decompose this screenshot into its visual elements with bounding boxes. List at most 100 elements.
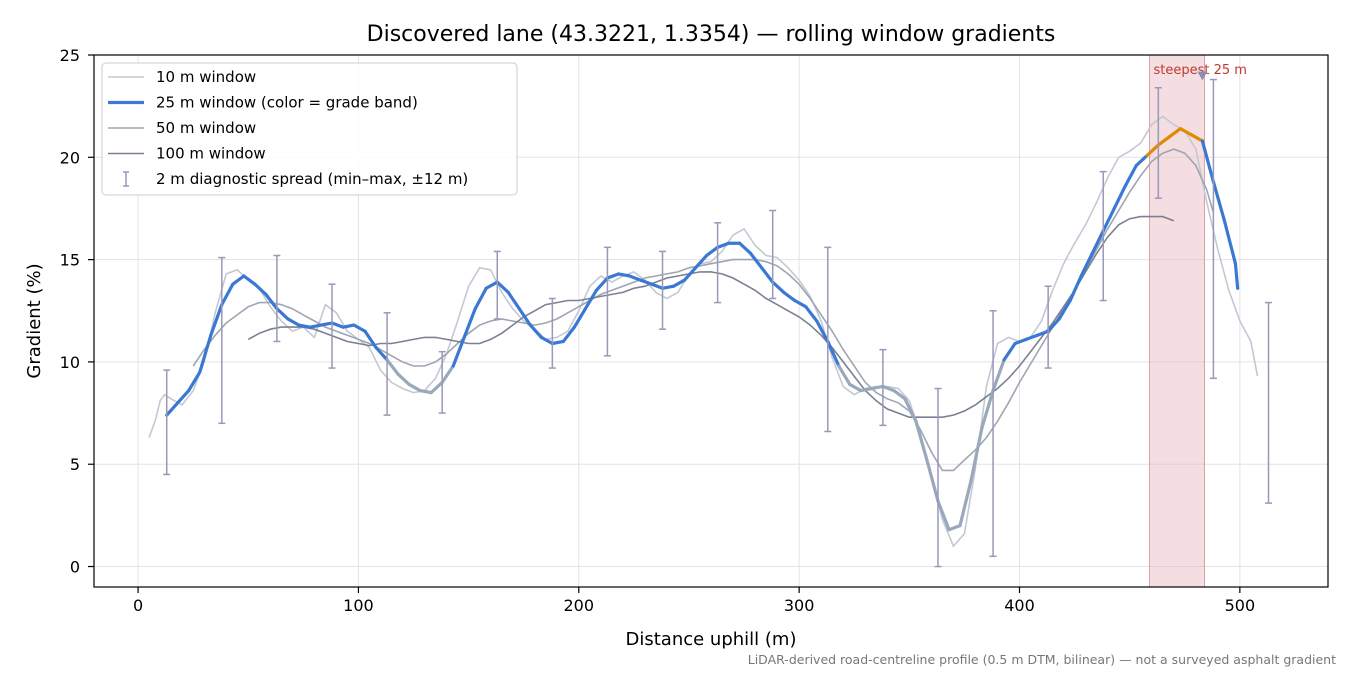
series-25m-segment [649, 282, 665, 290]
series-25m-segment [539, 335, 554, 346]
series-25m-segment [1046, 317, 1061, 333]
series-25m-segment [451, 335, 466, 368]
x-tick-label: 100 [343, 596, 374, 615]
series-25m-segment [826, 339, 841, 368]
series-25m-segment [308, 323, 323, 329]
series-25m-segment [693, 253, 709, 270]
x-tick-label: 400 [1004, 596, 1035, 615]
series-25m-segment [462, 307, 477, 339]
series-25m-segment [958, 479, 973, 528]
series-25m-segment [264, 292, 279, 311]
series-25m-segment [815, 319, 830, 344]
series-25m-segment [682, 266, 698, 282]
series-25m-segment [671, 278, 687, 288]
series-25m-segment [319, 321, 334, 327]
series-25m-segment [209, 303, 224, 337]
series-25m-segment [969, 425, 984, 483]
axes-frame [93, 54, 1329, 588]
series-25m-segment [616, 272, 632, 278]
series-25m-segment [1189, 133, 1204, 143]
series-25m-segment [1233, 262, 1240, 290]
series-25m-segment [760, 266, 775, 284]
series-25m-segment [484, 280, 499, 290]
legend-diag-label: 2 m diagnostic spread (min–max, ±12 m) [156, 170, 468, 188]
series-25m-segment [660, 284, 676, 290]
series-25m-segment [176, 388, 191, 405]
series-25m-segment [220, 282, 235, 307]
series-25m-segment [385, 358, 400, 376]
series-25m-segment [903, 397, 918, 423]
series-100m-line [247, 215, 1175, 419]
x-tick-label: 0 [133, 596, 143, 615]
series-25m-segment [892, 388, 907, 401]
series-25m-segment [1079, 251, 1094, 278]
series-25m-segment [429, 380, 444, 395]
series-25m-segment [561, 325, 576, 344]
y-tick-label: 15 [60, 251, 80, 270]
series-25m-segment [1211, 180, 1227, 223]
series-25m-segment [187, 370, 202, 393]
footnote: LiDAR-derived road-centreline profile (0… [748, 652, 1336, 667]
series-25m-segment [1068, 274, 1083, 303]
series-25m-segment [738, 241, 753, 256]
y-tick-label: 20 [60, 148, 80, 167]
y-tick-label: 10 [60, 353, 80, 372]
x-tick-label: 200 [564, 596, 595, 615]
series-25m-segment [1101, 206, 1116, 233]
series-50m-line [192, 148, 1215, 472]
series-25m-segment [605, 272, 621, 280]
series-25m-segment [231, 274, 246, 286]
steepest-label: steepest 25 m [1154, 63, 1247, 78]
series-25m-segment [594, 276, 610, 292]
series-25m-segment [407, 382, 422, 393]
series-25m-segment [881, 384, 896, 393]
series-25m-segment [473, 286, 488, 311]
series-25m-segment [870, 384, 885, 391]
series-25m-segment [1145, 143, 1160, 157]
series-25m-segment [1002, 341, 1017, 362]
legend-50m-label: 50 m window [156, 119, 256, 137]
series-25m-segment [936, 499, 951, 532]
series-25m-segment [330, 321, 345, 329]
series-25m-segment [804, 305, 819, 323]
series-25m-segment [782, 290, 797, 303]
series-25m-segment [638, 278, 654, 286]
series-25m-segment [528, 323, 543, 339]
series-25m-segment [1200, 139, 1216, 184]
x-tick-label: 300 [784, 596, 815, 615]
series-25m-segment [275, 307, 290, 321]
series-25m-segment [495, 280, 510, 294]
series-25m-segment [297, 323, 312, 329]
legend: 10 m window 25 m window (color = grade ba… [101, 62, 518, 196]
series-25m-segment [286, 317, 301, 327]
series-25m-segment [1035, 329, 1050, 337]
series-25m-segment [165, 401, 180, 417]
series-25m-segment [440, 364, 455, 384]
series-25m-segment [550, 339, 565, 346]
series-25m-segment [749, 251, 764, 270]
series-25m-segment [242, 274, 257, 286]
series-25m-segment [704, 245, 720, 258]
series-25m-segment [914, 419, 929, 462]
legend-25m-label: 25 m window (color = grade band) [156, 94, 418, 112]
series-25m-segment [341, 323, 356, 329]
series-25m-segment [253, 282, 268, 296]
series-25m-segment [352, 323, 367, 333]
series-25m-segment [1123, 163, 1138, 188]
series-25m-segment [980, 388, 995, 429]
series-25m-segment [418, 388, 433, 395]
series-25m-segment [1167, 127, 1182, 139]
y-tick-label: 25 [60, 46, 80, 65]
chart-title: Discovered lane (43.3221, 1.3354) — roll… [367, 22, 1056, 47]
series-25m-segment [396, 372, 411, 387]
legend-box [101, 62, 518, 196]
series-25m-segment [848, 382, 863, 393]
legend-100m-label: 100 m window [156, 145, 266, 163]
series-25m-segment [771, 280, 786, 294]
y-tick-label: 5 [70, 455, 80, 474]
series-25m-segment [991, 358, 1006, 393]
series-25m-segment [198, 333, 213, 374]
x-axis-label: Distance uphill (m) [626, 629, 797, 650]
legend-10m-label: 10 m window [156, 68, 256, 86]
series-25m-segment [374, 346, 389, 362]
